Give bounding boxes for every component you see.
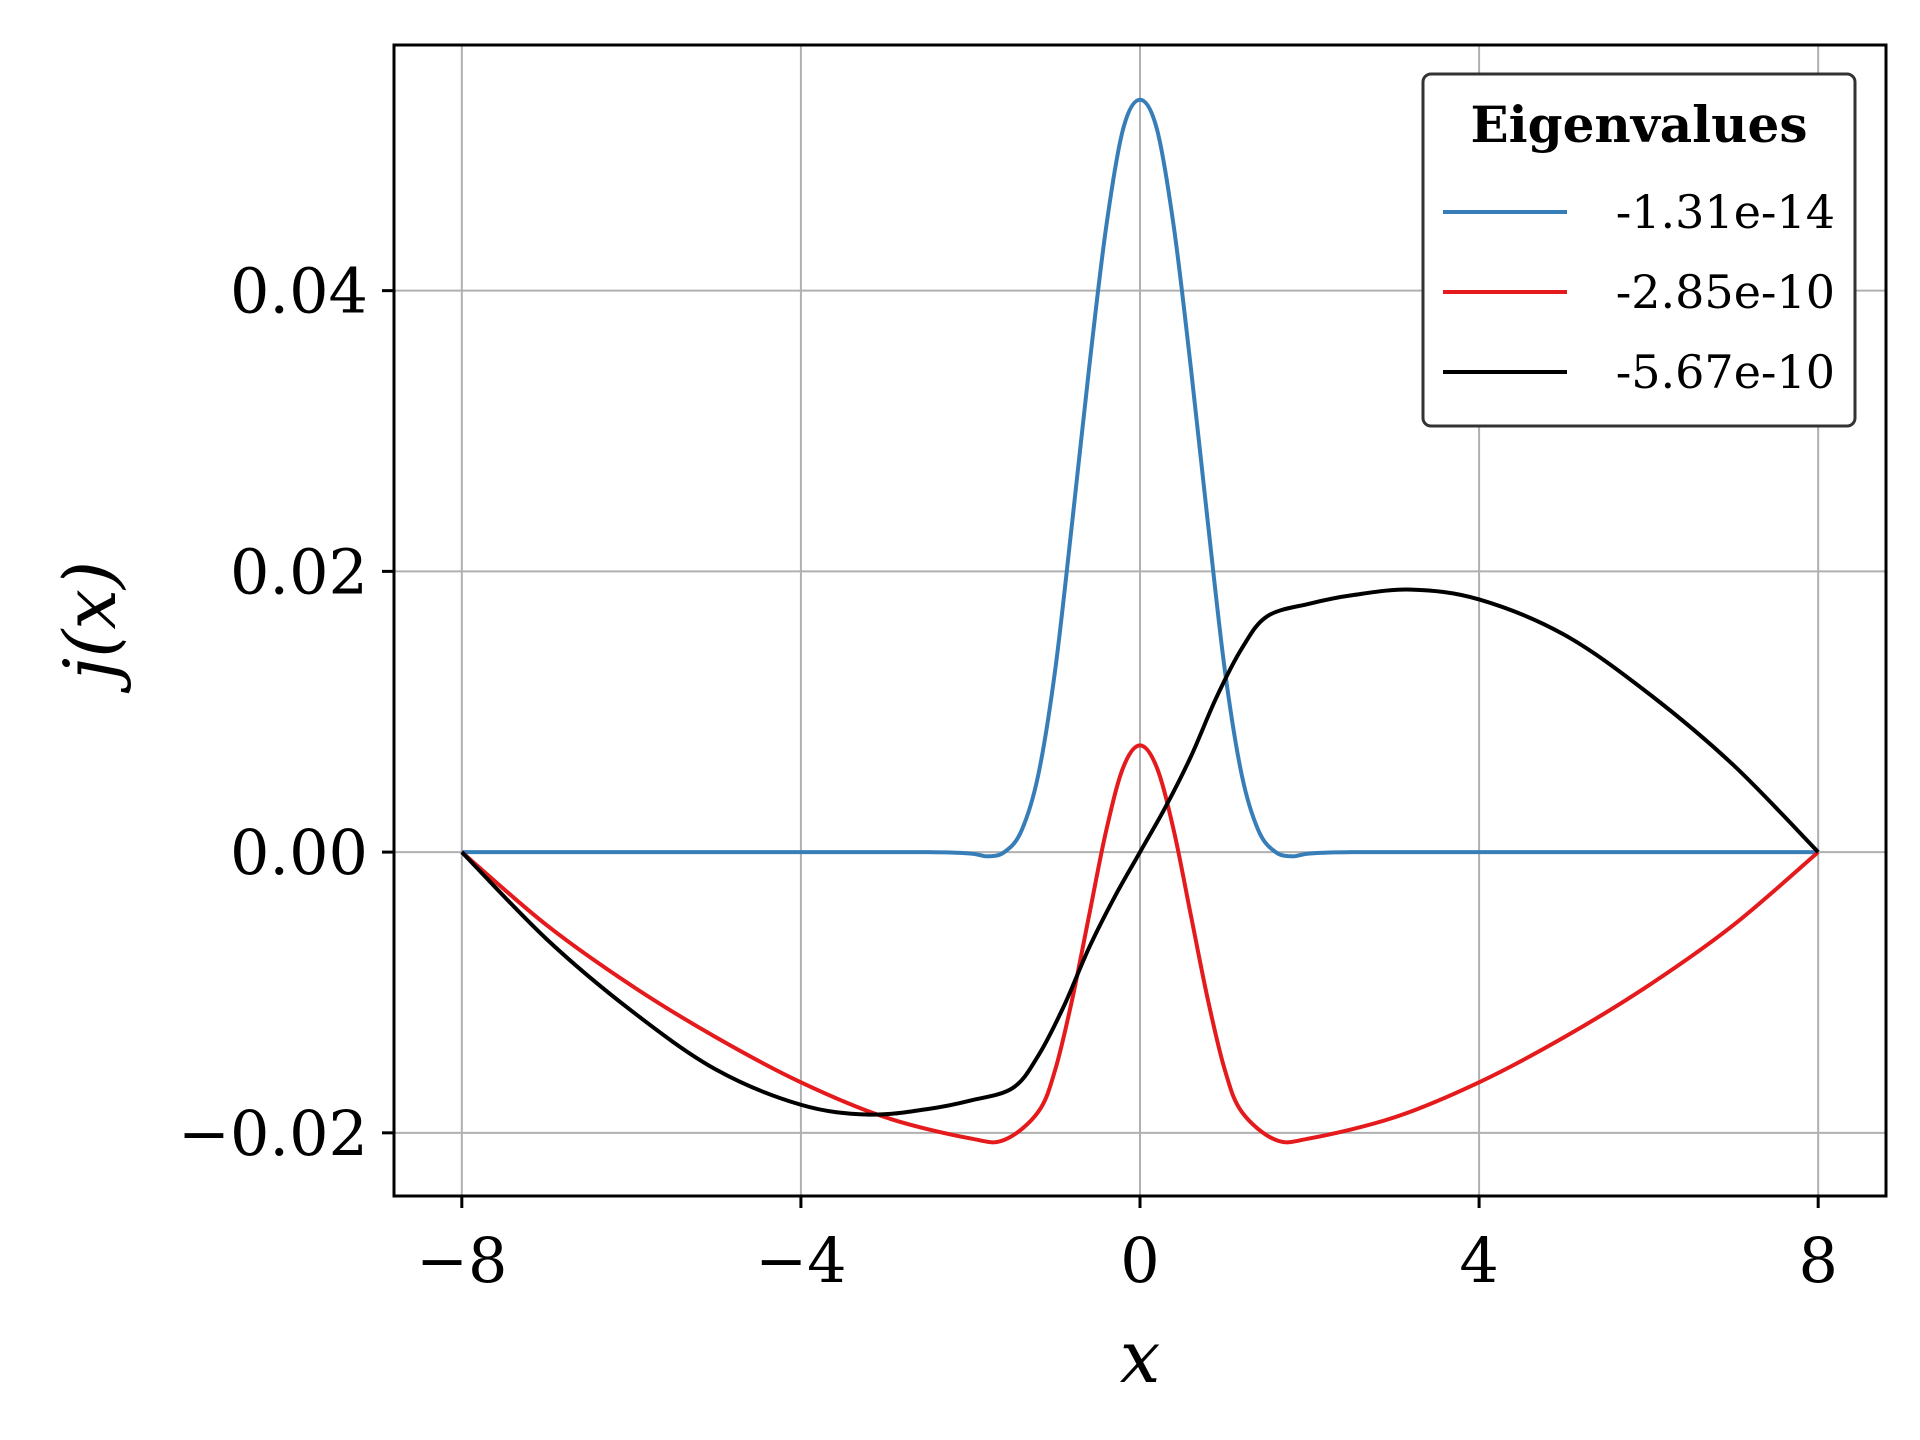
series-layer bbox=[460, 97, 1820, 1145]
series-line-1 bbox=[460, 743, 1820, 1145]
y-tick-label: −0.02 bbox=[178, 1097, 368, 1170]
series-line-2 bbox=[460, 587, 1820, 1117]
x-tick-label: 4 bbox=[1459, 1224, 1498, 1297]
legend-entry-label: -5.67e-10 bbox=[1616, 345, 1835, 399]
y-tick-label: 0.04 bbox=[230, 255, 368, 328]
y-axis-label: j(x) bbox=[48, 561, 132, 694]
legend-entries: -1.31e-14 -2.85e-10 -5.67e-10 bbox=[1443, 185, 1835, 399]
legend-entry-label: -1.31e-14 bbox=[1616, 185, 1835, 239]
y-tick-label: 0.02 bbox=[230, 535, 368, 608]
legend-title: Eigenvalues bbox=[1471, 95, 1808, 154]
series-line-0 bbox=[461, 97, 1819, 859]
x-tick-label: −8 bbox=[416, 1224, 507, 1297]
legend-entry-label: -2.85e-10 bbox=[1616, 265, 1835, 319]
x-tick-label: 0 bbox=[1120, 1224, 1159, 1297]
y-tick-label: 0.00 bbox=[230, 816, 368, 889]
x-axis-label: x bbox=[1120, 1315, 1161, 1399]
x-tick-label: 8 bbox=[1798, 1224, 1837, 1297]
x-tick-label: −4 bbox=[755, 1224, 846, 1297]
legend: Eigenvalues -1.31e-14 -2.85e-10 -5.67e-10 bbox=[1421, 72, 1857, 428]
ticks: −8 −4 0 4 8 −0.02 0.00 0.02 0.04 bbox=[178, 255, 1838, 1297]
legend-box bbox=[1421, 72, 1857, 428]
